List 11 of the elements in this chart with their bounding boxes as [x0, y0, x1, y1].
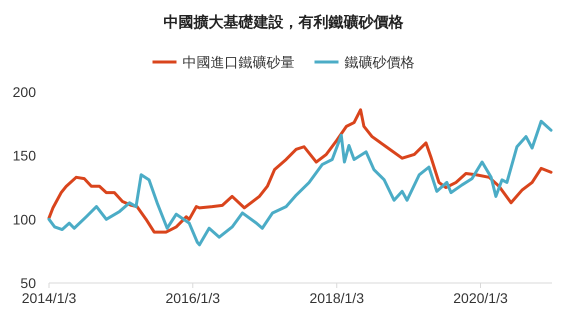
- x-tick-label: 2016/1/3: [166, 290, 220, 306]
- x-tick-label: 2020/1/3: [453, 290, 508, 306]
- chart-title: 中國擴大基礎建設，有利鐵礦砂價格: [164, 13, 404, 31]
- x-tick-label: 2014/1/3: [22, 290, 76, 306]
- legend-label: 中國進口鐵礦砂量: [182, 54, 294, 70]
- legend-label: 鐵礦砂價格: [344, 54, 414, 70]
- y-tick-label: 50: [20, 275, 36, 291]
- x-tick-label: 2018/1/3: [309, 290, 364, 306]
- y-tick-label: 150: [12, 148, 36, 164]
- y-tick-label: 200: [12, 84, 36, 100]
- y-tick-label: 100: [12, 211, 36, 228]
